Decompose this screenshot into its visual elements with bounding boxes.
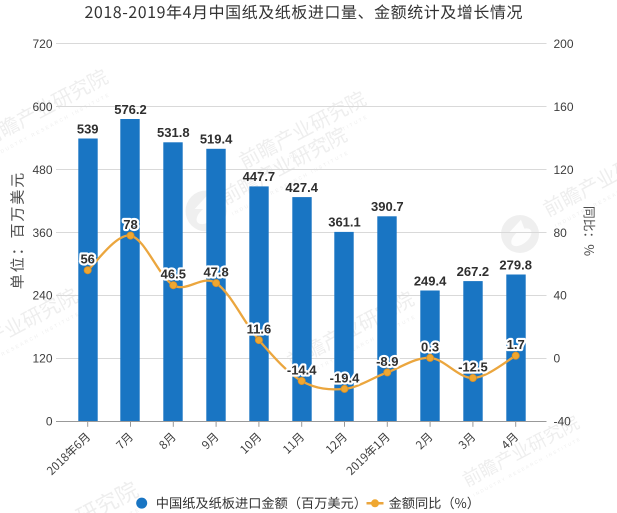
svg-text:40: 40	[554, 289, 568, 303]
svg-text:-12.5: -12.5	[458, 360, 488, 375]
svg-text:47.8: 47.8	[203, 265, 228, 280]
svg-text:-19.4: -19.4	[330, 370, 360, 385]
svg-text:80: 80	[554, 226, 568, 240]
svg-text:447.7: 447.7	[243, 169, 276, 184]
svg-text:200: 200	[554, 37, 574, 51]
svg-text:240: 240	[32, 289, 52, 303]
svg-text:480: 480	[32, 163, 52, 177]
svg-text:160: 160	[554, 100, 574, 114]
svg-text:361.1: 361.1	[328, 215, 361, 230]
svg-text:279.8: 279.8	[499, 257, 532, 272]
svg-text:427.4: 427.4	[285, 180, 318, 195]
svg-text:267.2: 267.2	[457, 264, 490, 279]
svg-text:120: 120	[32, 352, 52, 366]
svg-text:120: 120	[554, 163, 574, 177]
svg-text:-40: -40	[554, 415, 572, 429]
svg-text:539: 539	[77, 121, 99, 136]
svg-text:249.4: 249.4	[414, 273, 447, 288]
svg-text:-14.4: -14.4	[287, 363, 317, 378]
svg-text:0: 0	[46, 415, 53, 429]
svg-text:576.2: 576.2	[114, 102, 147, 117]
svg-text:78: 78	[123, 217, 137, 232]
svg-text:-8.9: -8.9	[376, 354, 398, 369]
svg-text:390.7: 390.7	[371, 199, 404, 214]
svg-text:46.5: 46.5	[161, 267, 186, 282]
svg-text:519.4: 519.4	[200, 132, 233, 147]
svg-text:531.8: 531.8	[157, 125, 190, 140]
svg-text:56: 56	[80, 252, 94, 267]
svg-text:720: 720	[32, 37, 52, 51]
svg-text:0.3: 0.3	[421, 339, 439, 354]
svg-text:1.7: 1.7	[507, 337, 525, 352]
svg-text:0: 0	[554, 352, 561, 366]
svg-text:600: 600	[32, 100, 52, 114]
svg-text:11.6: 11.6	[247, 322, 272, 337]
svg-text:360: 360	[32, 226, 52, 240]
